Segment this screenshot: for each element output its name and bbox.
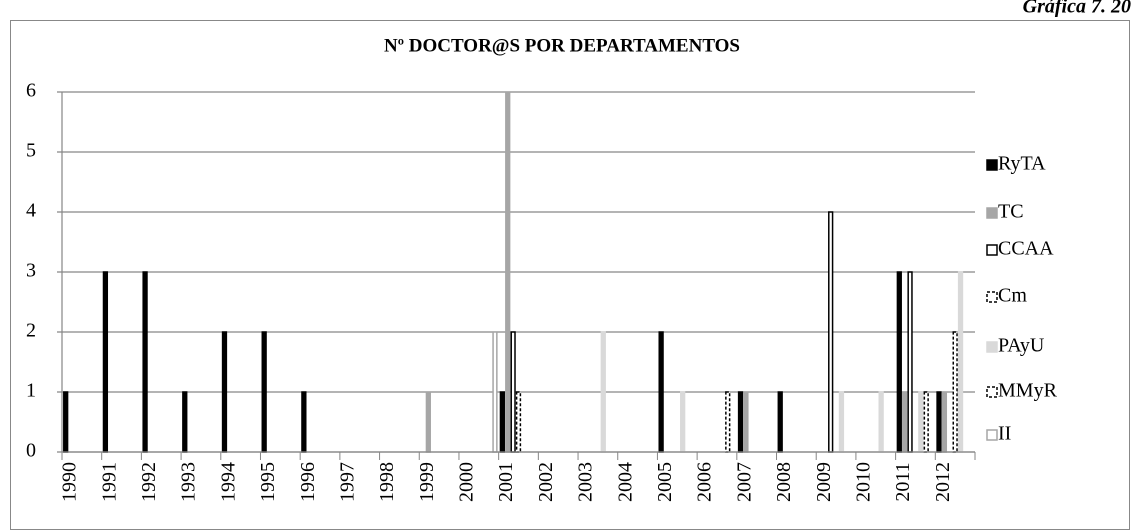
bar [301, 391, 307, 453]
annotation: Gráfica 7. 20 [1023, 0, 1131, 18]
bar [102, 271, 109, 453]
x-tick-label: 1994 [217, 462, 239, 502]
bar [896, 271, 902, 453]
legend-marker [986, 207, 998, 219]
legend-label: PAyU [998, 335, 1045, 357]
legend-marker [986, 159, 998, 171]
bar [505, 91, 511, 453]
bar [515, 391, 522, 453]
x-tick-label: 2004 [614, 462, 636, 502]
x-tick-label: 2007 [733, 462, 755, 502]
x-tick-label: 1995 [257, 462, 279, 502]
x-tick-label: 2000 [456, 462, 478, 502]
legend-marker [986, 291, 998, 303]
bar [918, 391, 924, 453]
legend-label: RyTA [998, 153, 1046, 175]
bar [902, 391, 908, 453]
x-tick-label: 1998 [376, 462, 398, 502]
bar [737, 391, 744, 453]
y-tick-label: 4 [26, 200, 36, 222]
x-tick-label: 2002 [535, 462, 557, 502]
bar [923, 391, 929, 453]
x-tick-label: 2006 [694, 462, 716, 502]
y-tick-label: 6 [26, 80, 36, 102]
bar [492, 331, 498, 453]
bar [658, 331, 664, 453]
bar [828, 211, 834, 453]
bar [878, 391, 884, 453]
bar [499, 391, 505, 453]
bar [952, 331, 958, 453]
legend-label: CCAA [998, 238, 1054, 260]
x-tick-label: 2001 [495, 462, 517, 502]
bar [600, 331, 606, 453]
bar [221, 331, 228, 453]
legend-label: TC [998, 201, 1024, 223]
legend-marker [986, 429, 998, 441]
bar [743, 391, 749, 453]
x-tick-label: 1992 [138, 462, 160, 502]
x-tick-label: 2012 [932, 462, 954, 502]
x-tick-label: 2008 [773, 462, 795, 502]
bar [261, 331, 267, 453]
y-tick-label: 3 [26, 260, 36, 282]
bar [182, 391, 188, 453]
y-tick-label: 0 [26, 440, 36, 462]
x-tick-label: 2005 [654, 462, 676, 502]
legend-marker [986, 244, 998, 256]
x-tick-label: 2009 [813, 462, 835, 502]
x-tick-label: 1991 [98, 462, 120, 502]
x-tick-label: 1999 [416, 462, 438, 502]
bar [680, 391, 686, 453]
x-tick-label: 1997 [336, 462, 358, 502]
bar [838, 391, 845, 453]
x-tick-label: 1993 [178, 462, 200, 502]
chart-title: Nº DOCTOR@S POR DEPARTAMENTOS [384, 35, 740, 56]
bar [425, 391, 431, 453]
legend-label: Cm [998, 285, 1027, 307]
bar [936, 391, 942, 453]
x-tick-label: 1990 [59, 462, 81, 502]
legend-label: II [998, 423, 1011, 445]
x-tick-label: 2010 [853, 462, 875, 502]
bar [510, 331, 516, 453]
bar [941, 391, 948, 453]
bar [907, 271, 913, 453]
bar [725, 391, 731, 453]
legend-label: MMyR [998, 380, 1058, 402]
y-tick-label: 2 [26, 320, 36, 342]
y-tick-label: 1 [26, 380, 36, 402]
legend-marker [986, 386, 998, 398]
x-tick-label: 2003 [575, 462, 597, 502]
legend-marker [986, 341, 998, 353]
y-tick-label: 5 [26, 140, 36, 162]
x-tick-label: 1996 [297, 462, 319, 502]
bar [142, 271, 148, 453]
bar [957, 271, 964, 453]
x-tick-label: 2011 [892, 462, 914, 501]
bar [63, 391, 69, 453]
bar [777, 391, 783, 453]
